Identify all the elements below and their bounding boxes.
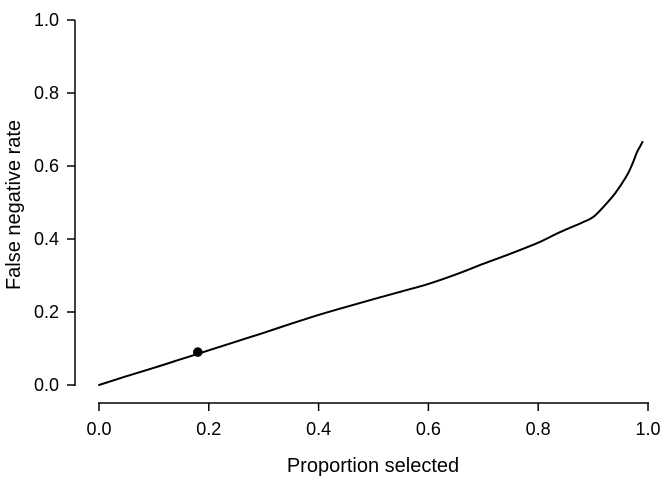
curve-line xyxy=(98,140,644,386)
y-tick-label: 0.2 xyxy=(34,302,59,322)
y-tick-label: 0.6 xyxy=(34,156,59,176)
x-tick-label: 0.8 xyxy=(526,419,551,439)
x-axis-title: Proportion selected xyxy=(287,455,459,477)
x-tick-label: 0.0 xyxy=(86,419,111,439)
y-tick-label: 0.8 xyxy=(34,83,59,103)
x-tick-label: 0.2 xyxy=(196,419,221,439)
y-axis-title: False negative rate xyxy=(3,120,25,290)
x-tick-label: 0.6 xyxy=(416,419,441,439)
data-point-marker xyxy=(193,347,203,357)
x-tick-label: 1.0 xyxy=(635,419,660,439)
axes-layer: 0.0 0.2 0.4 0.6 0.8 1.0 0.0 0.2 0.4 0.6 0.8 1.0 xyxy=(34,10,661,439)
y-tick-label: 0.4 xyxy=(34,229,59,249)
y-tick-label: 0.0 xyxy=(34,375,59,395)
series-layer xyxy=(98,140,644,386)
x-tick-label: 0.4 xyxy=(306,419,331,439)
y-tick-label: 1.0 xyxy=(34,10,59,30)
